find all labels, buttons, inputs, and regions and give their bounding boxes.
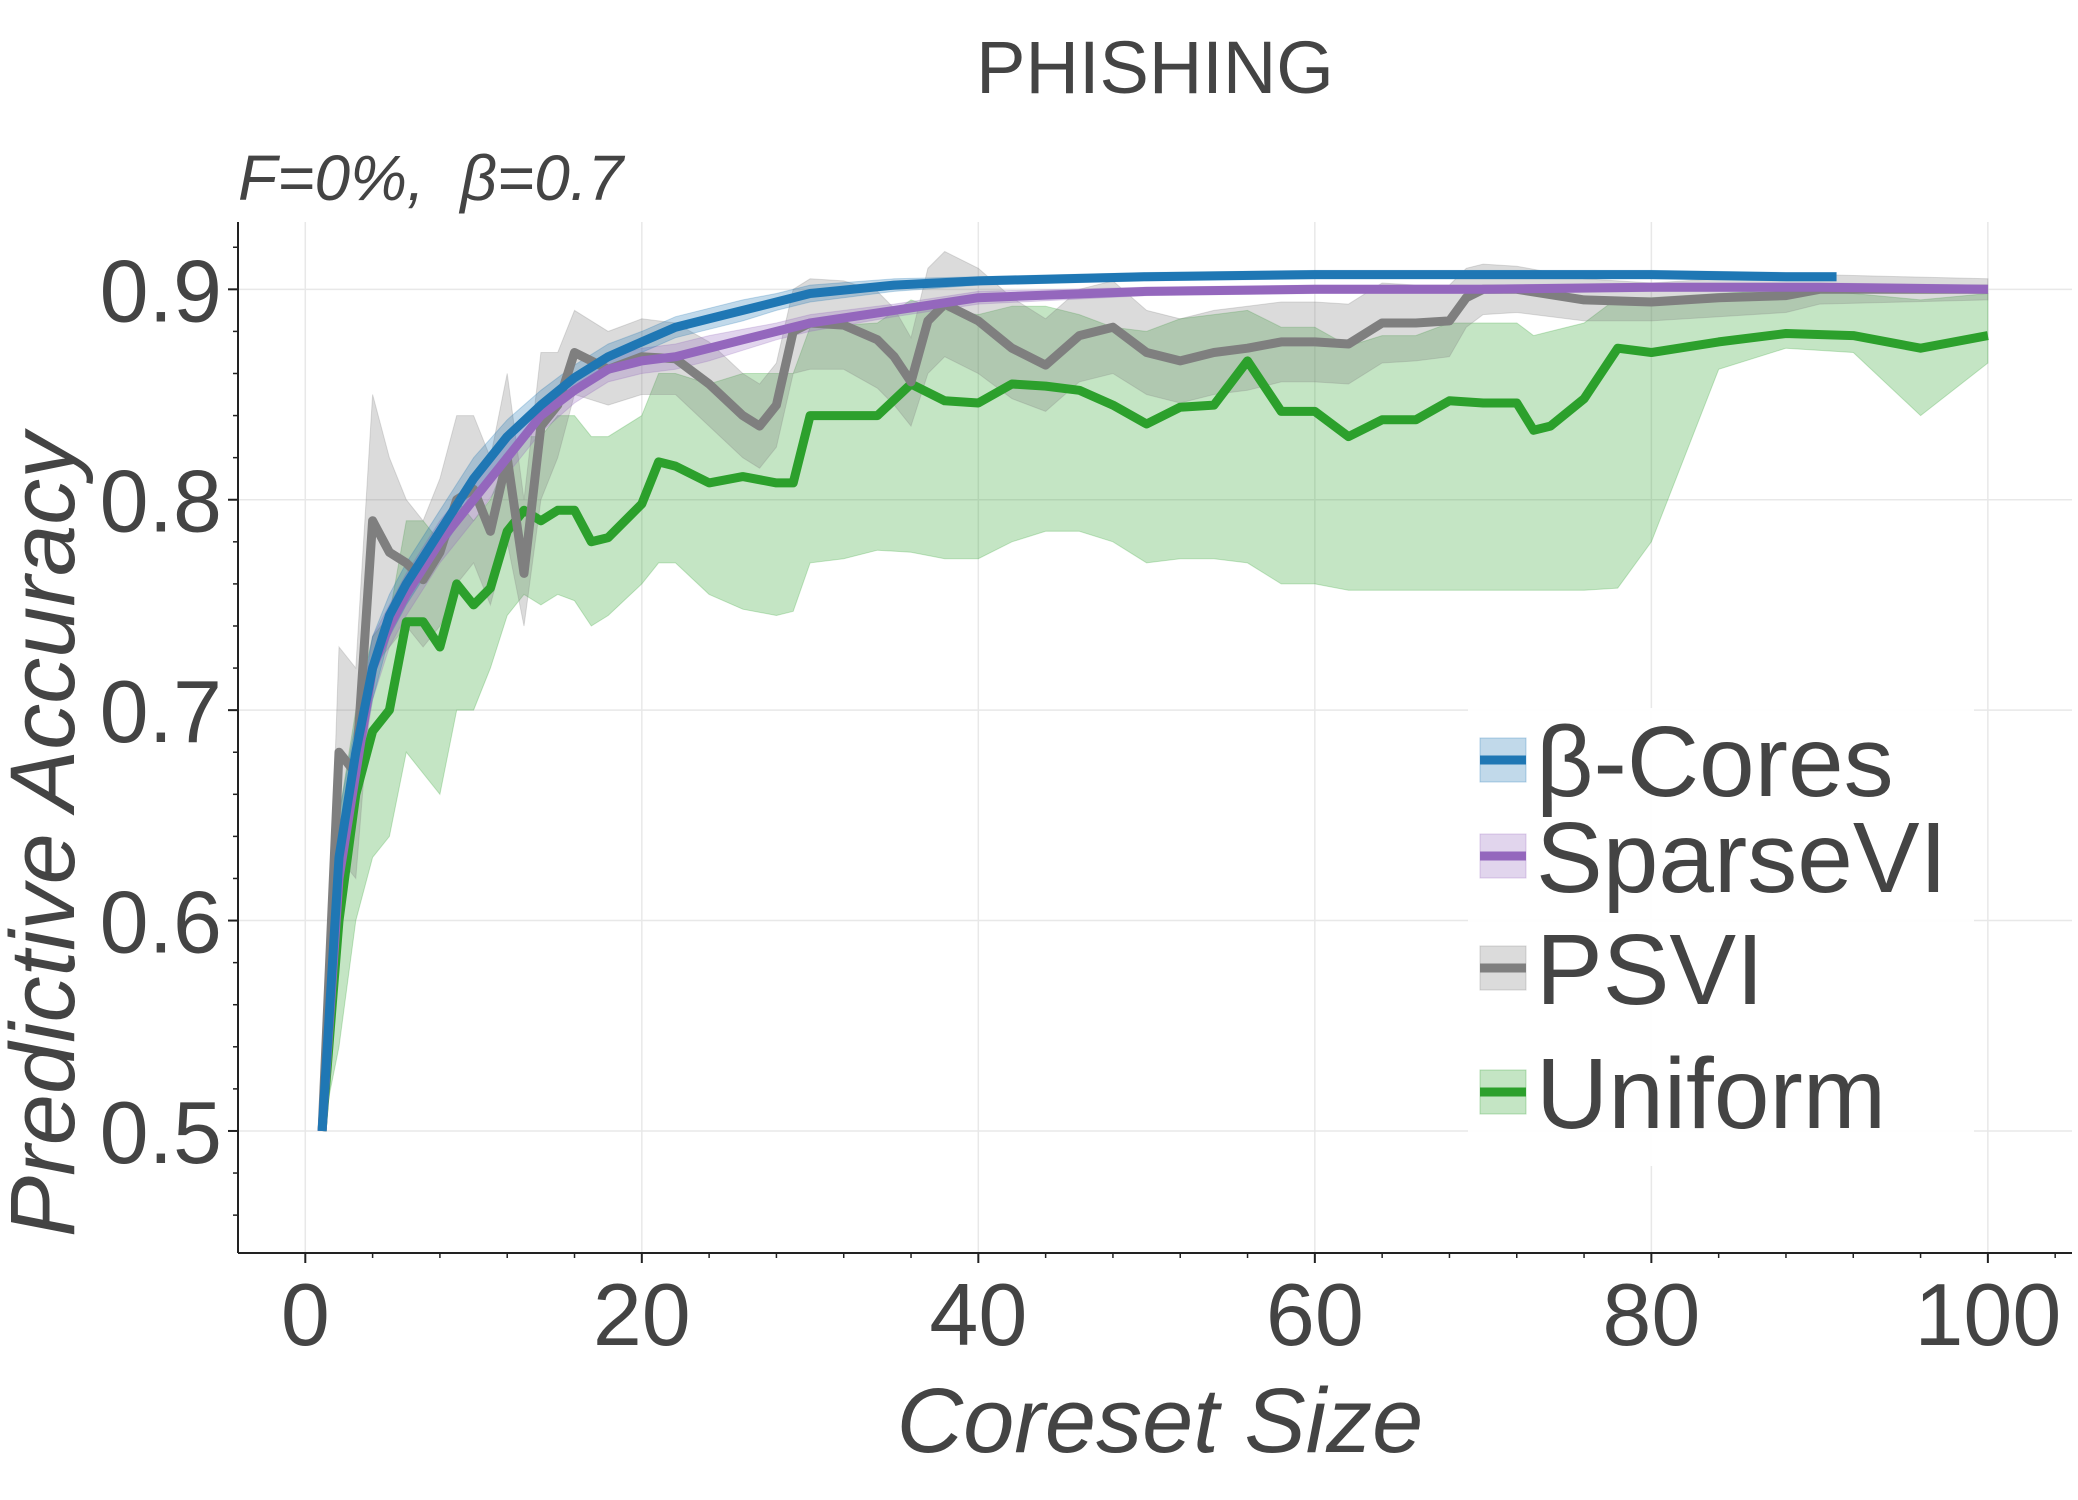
legend-frame bbox=[1468, 708, 1974, 1166]
axes bbox=[228, 222, 2072, 1263]
legend-label: SparseVI bbox=[1536, 802, 1947, 914]
x-tick-label: 0 bbox=[281, 1265, 330, 1364]
legend-item-psvi: PSVI bbox=[1479, 914, 1764, 1026]
legend-label: Uniform bbox=[1536, 1038, 1886, 1150]
series-lines bbox=[317, 270, 1989, 1132]
y-tick-label: 0.5 bbox=[100, 1083, 222, 1182]
legend-item-uniform: Uniform bbox=[1479, 1038, 1886, 1150]
line--cores bbox=[317, 270, 1837, 1132]
y-tick-label: 0.6 bbox=[100, 873, 222, 972]
tick-labels: 0 20 40 60 80 100 0.5 0.6 0.7 0.8 0.9 bbox=[100, 241, 2062, 1364]
x-tick-label: 20 bbox=[593, 1265, 691, 1364]
y-axis-label: Predictive Accuracy bbox=[0, 428, 94, 1237]
legend-label: β-Cores bbox=[1536, 706, 1894, 818]
chart-subtitle: F=0%, β=0.7 bbox=[238, 142, 626, 214]
band-uniform bbox=[321, 288, 1989, 1132]
legend-item--cores: β-Cores bbox=[1479, 706, 1894, 818]
x-tick-label: 60 bbox=[1266, 1265, 1364, 1364]
y-tick-label: 0.9 bbox=[100, 241, 222, 340]
legend-label: PSVI bbox=[1536, 914, 1764, 1026]
x-tick-label: 40 bbox=[929, 1265, 1027, 1364]
y-tick-label: 0.7 bbox=[100, 662, 222, 761]
x-axis-label: Coreset Size bbox=[897, 1370, 1424, 1472]
legend-item-sparsevi: SparseVI bbox=[1479, 802, 1947, 914]
y-tick-label: 0.8 bbox=[100, 452, 222, 551]
x-tick-label: 100 bbox=[1914, 1265, 2061, 1364]
x-tick-label: 80 bbox=[1602, 1265, 1700, 1364]
chart-title: PHISHING bbox=[976, 26, 1334, 109]
